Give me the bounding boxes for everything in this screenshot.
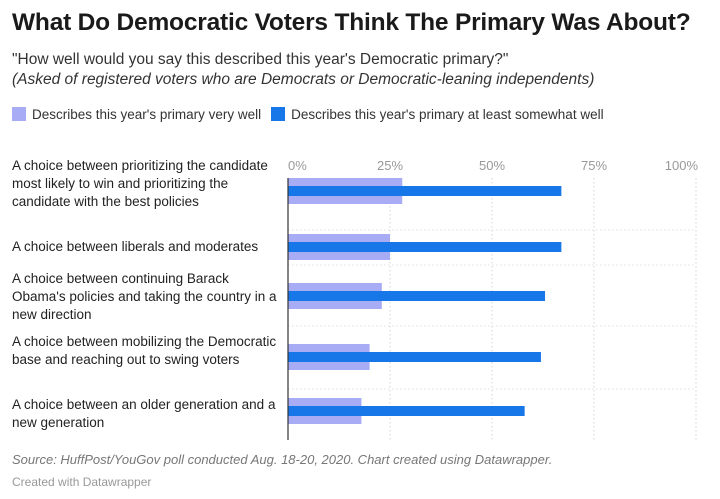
legend-item-somewhat-well: Describes this year's primary at least s…	[271, 106, 604, 122]
category-label-generations: A choice between an older generation and…	[12, 397, 276, 430]
bar-somewhat-well-2	[288, 242, 562, 252]
category-label-liberals-vs-moderates: A choice between liberals and moderates	[12, 239, 259, 254]
legend: Describes this year's primary very well …	[12, 104, 614, 124]
bar-somewhat-well-3	[288, 291, 546, 301]
x-tick-label-100: 100%	[665, 158, 699, 173]
x-tick-label-25: 25%	[377, 158, 403, 173]
chart-subtitle: "How well would you say this described t…	[12, 51, 509, 68]
x-tick-label-50: 50%	[479, 158, 505, 173]
legend-swatch-somewhat-well	[271, 107, 286, 121]
bar-somewhat-well-1	[288, 186, 562, 196]
legend-label-somewhat-well: Describes this year's primary at least s…	[291, 106, 604, 122]
bar-somewhat-well-5	[288, 406, 525, 416]
chart-subtitle-note: (Asked of registered voters who are Demo…	[12, 71, 595, 88]
legend-swatch-very-well	[12, 107, 26, 121]
category-label-base-vs-swing: A choice between mobilizing the Democrat…	[12, 334, 277, 367]
legend-item-very-well: Describes this year's primary very well	[12, 107, 261, 122]
chart-title: What Do Democratic Voters Think The Prim…	[12, 9, 691, 36]
bar-somewhat-well-4	[288, 352, 541, 362]
x-tick-label-75: 75%	[581, 158, 607, 173]
bar-chart: 0% 25% 50% 75% 100%	[287, 158, 699, 440]
legend-label-very-well: Describes this year's primary very well	[32, 106, 262, 122]
credit-note: Created with Datawrapper	[12, 475, 152, 489]
x-tick-label-0: 0%	[288, 158, 307, 173]
category-label-win-vs-policies: A choice between prioritizing the candid…	[12, 158, 268, 209]
source-note: Source: HuffPost/YouGov poll conducted A…	[12, 452, 553, 467]
category-label-obama-policies: A choice between continuing Barack Obama…	[12, 271, 277, 322]
